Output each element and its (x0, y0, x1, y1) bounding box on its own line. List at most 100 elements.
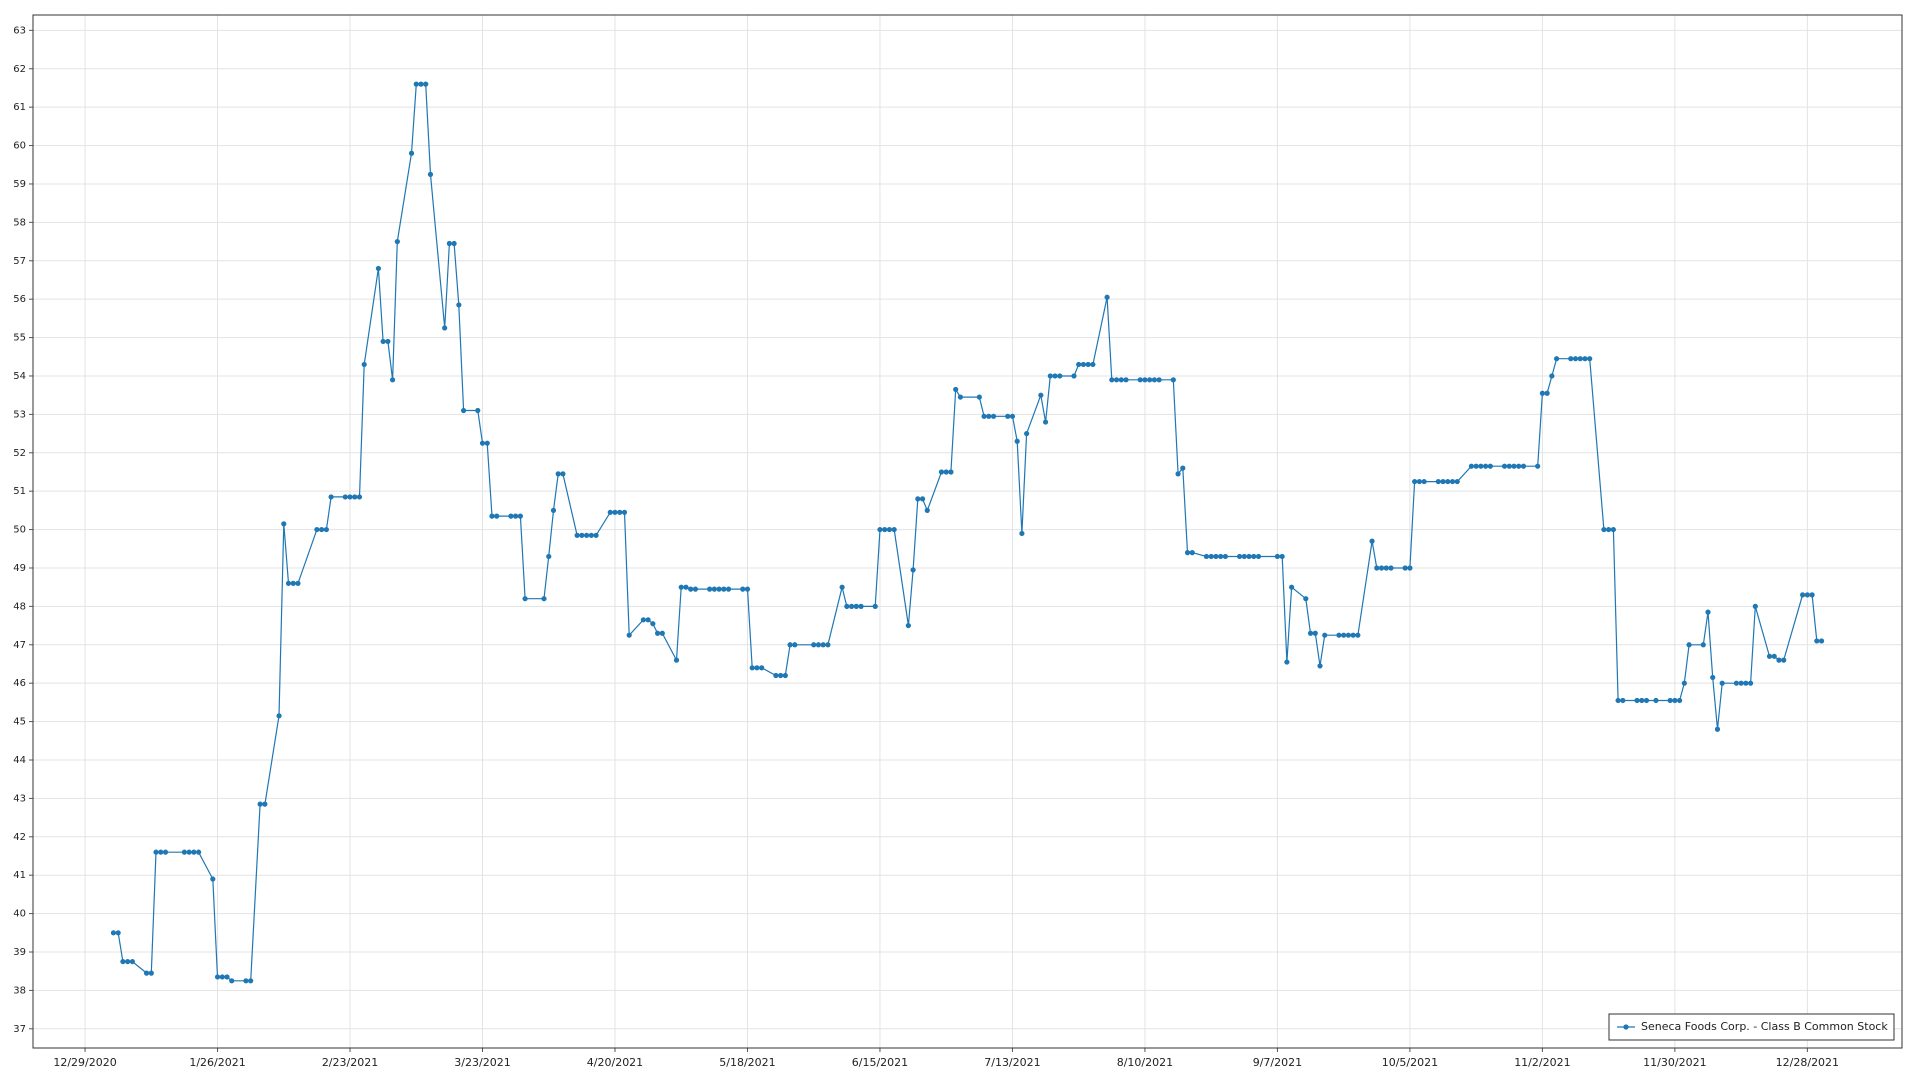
point (607, 509, 613, 515)
point (1800, 592, 1806, 598)
point (1378, 565, 1385, 571)
point (749, 665, 755, 671)
point (1672, 697, 1678, 704)
point (427, 171, 434, 177)
y-tick-label: 45 (13, 717, 26, 728)
point (323, 526, 329, 533)
point (1677, 697, 1683, 704)
point (1421, 478, 1427, 485)
point (754, 665, 760, 671)
y-tick-label: 47 (13, 640, 26, 651)
point (1213, 553, 1219, 560)
point (744, 586, 751, 592)
point (1289, 584, 1295, 590)
x-tick-label: 11/2/2021 (1514, 1056, 1570, 1069)
y-tick-label: 52 (13, 448, 26, 459)
point (678, 584, 684, 590)
y-tick-label: 59 (13, 179, 26, 190)
point (1752, 603, 1758, 609)
x-tick-label: 3/23/2021 (454, 1056, 510, 1069)
point (1014, 438, 1020, 444)
point (650, 621, 656, 627)
point (1449, 478, 1456, 485)
point (1274, 553, 1281, 560)
point (418, 81, 424, 87)
point (1142, 377, 1148, 383)
point (1818, 638, 1825, 644)
point (1511, 463, 1517, 469)
point (1109, 377, 1115, 383)
point (617, 509, 623, 515)
point (1804, 592, 1810, 598)
x-tick-label: 8/10/2021 (1117, 1056, 1173, 1069)
point (1317, 663, 1323, 669)
point (725, 586, 732, 592)
point (158, 849, 164, 855)
y-tick-label: 42 (13, 832, 26, 843)
point (295, 580, 301, 586)
point (522, 596, 528, 602)
x-tick-label: 7/13/2021 (984, 1056, 1040, 1069)
point (460, 407, 467, 414)
point (1535, 463, 1541, 469)
point (1203, 553, 1210, 560)
point (1435, 478, 1441, 485)
point (659, 630, 665, 636)
point (281, 521, 287, 527)
point (210, 876, 216, 882)
point (162, 849, 169, 855)
point (1303, 596, 1309, 602)
point (1601, 526, 1607, 533)
point (1180, 465, 1186, 471)
point (390, 377, 396, 383)
point (285, 580, 292, 586)
point (886, 526, 893, 533)
point (1473, 463, 1479, 469)
point (110, 930, 117, 936)
y-tick-label: 38 (13, 985, 26, 996)
point (494, 513, 500, 519)
point (858, 603, 864, 609)
point (1104, 294, 1110, 300)
point (1307, 630, 1314, 636)
point (1284, 659, 1290, 665)
y-tick-label: 44 (13, 755, 26, 766)
point (517, 513, 523, 519)
point (342, 494, 348, 500)
y-tick-label: 54 (13, 371, 26, 382)
y-tick-label: 48 (13, 601, 26, 612)
point (584, 532, 590, 538)
point (153, 849, 159, 855)
point (654, 630, 661, 636)
point (981, 413, 987, 419)
y-tick-label: 55 (13, 333, 26, 344)
point (1568, 356, 1574, 362)
point (1369, 538, 1375, 544)
point (1487, 463, 1493, 469)
point (513, 513, 519, 519)
point (1416, 478, 1422, 485)
point (915, 496, 921, 502)
point (910, 567, 916, 573)
point (120, 958, 126, 965)
point (640, 617, 646, 623)
y-tick-label: 56 (13, 294, 26, 305)
point (1383, 565, 1389, 571)
point (1080, 361, 1087, 368)
point (811, 642, 817, 648)
point (115, 930, 121, 936)
point (475, 407, 481, 414)
point (1090, 361, 1096, 368)
point (1738, 680, 1744, 686)
point (853, 603, 859, 609)
point (1374, 565, 1380, 571)
point (1483, 463, 1489, 469)
point (1771, 653, 1777, 659)
y-tick-label: 46 (13, 678, 26, 689)
point (877, 526, 883, 533)
x-tick-label: 5/18/2021 (719, 1056, 775, 1069)
point (1582, 356, 1588, 362)
point (413, 81, 419, 87)
point (825, 642, 831, 648)
